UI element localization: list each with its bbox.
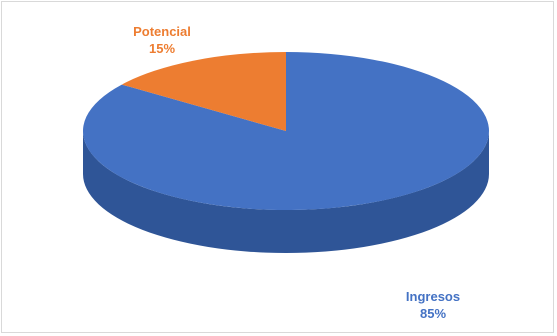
pie-side-ingresos — [83, 131, 489, 253]
pie-top — [83, 52, 490, 210]
data-label-ingresos-name: Ingresos — [406, 289, 460, 304]
pie-slice-potencial — [121, 52, 286, 131]
data-label-potencial-name: Potencial — [133, 24, 191, 39]
data-label-potencial-value: 15% — [149, 41, 175, 56]
data-label-ingresos-value: 85% — [420, 306, 446, 321]
pie-depth — [83, 131, 489, 253]
